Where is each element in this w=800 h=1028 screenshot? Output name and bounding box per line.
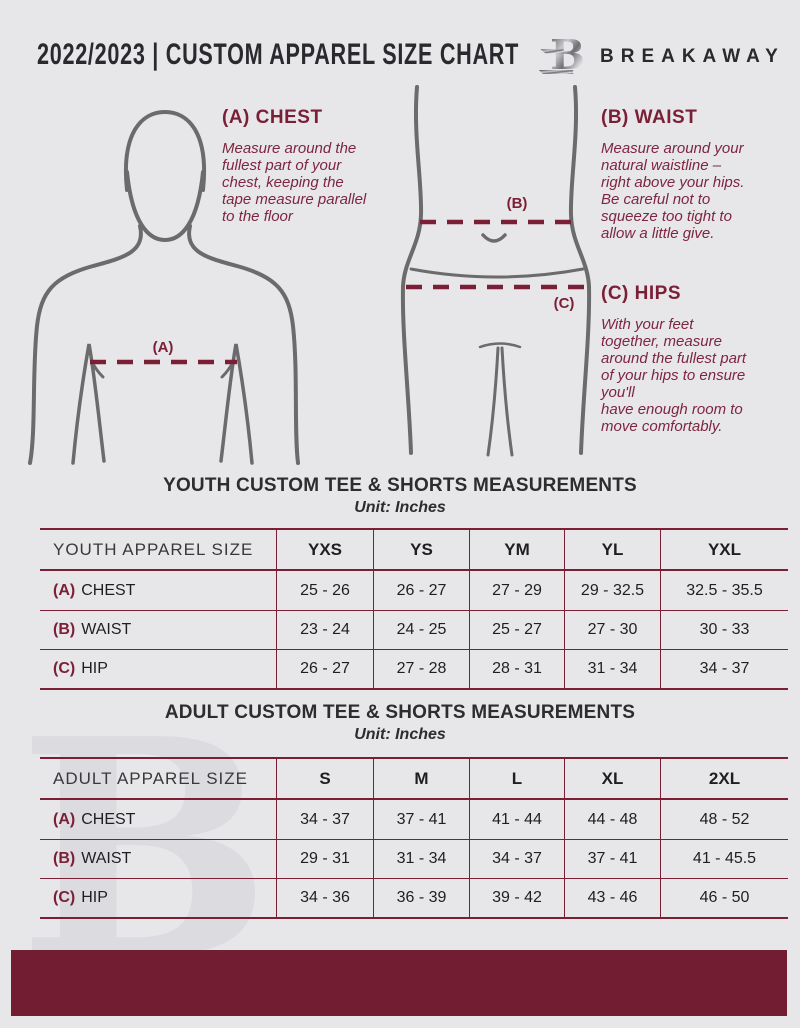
- row-name: CHEST: [81, 810, 136, 828]
- youth-chest-value: 26 - 27: [373, 571, 469, 610]
- youth-chest-value: 25 - 26: [276, 571, 373, 610]
- youth-table-title: YOUTH CUSTOM TEE & SHORTS MEASUREMENTS: [163, 475, 637, 496]
- chest-diagram-label: (A): [153, 339, 174, 356]
- chest-instruction-body: Measure around the fullest part of your …: [222, 140, 367, 225]
- row-prefix: (A): [53, 581, 76, 599]
- adult-waist-value: 34 - 37: [469, 839, 564, 878]
- youth-hip-value: 26 - 27: [276, 649, 373, 688]
- youth-waist-value: 27 - 30: [564, 610, 660, 649]
- row-name: HIP: [81, 889, 108, 906]
- youth-hip-value: 31 - 34: [564, 649, 660, 688]
- row-name: HIP: [81, 660, 108, 677]
- hips-instruction-body: With your feet together, measure around …: [601, 316, 747, 435]
- adult-size-header: ADULT APPAREL SIZE: [40, 759, 276, 800]
- adult-hip-value: 39 - 42: [469, 878, 564, 917]
- youth-hip-value: 27 - 28: [373, 649, 469, 688]
- row-prefix: (C): [53, 889, 76, 906]
- chest-instruction-block: (A) CHEST Measure around the fullest par…: [222, 107, 404, 225]
- row-prefix: (C): [53, 660, 76, 677]
- adult-size-table: ADULT APPAREL SIZE S M L XL 2XL (A) CHES…: [40, 757, 788, 919]
- row-name: WAIST: [81, 621, 132, 638]
- adult-waist-value: 41 - 45.5: [660, 839, 788, 878]
- adult-chest-value: 37 - 41: [373, 800, 469, 839]
- youth-column-header: YXL: [660, 530, 788, 571]
- page-title: 2022/2023 | CUSTOM APPAREL SIZE CHART: [37, 38, 520, 71]
- adult-chest-value: 41 - 44: [469, 800, 564, 839]
- body-outline: [400, 85, 592, 457]
- youth-waist-value: 23 - 24: [276, 610, 373, 649]
- adult-column-header: S: [276, 759, 373, 800]
- youth-waist-row-label: (B) WAIST: [40, 610, 276, 649]
- adult-chest-value: 34 - 37: [276, 800, 373, 839]
- waist-instruction-body: Measure around your natural waistline – …: [601, 140, 745, 242]
- youth-table-unit: Unit: Inches: [354, 499, 446, 516]
- youth-chest-value: 29 - 32.5: [564, 571, 660, 610]
- adult-hip-value: 36 - 39: [373, 878, 469, 917]
- row-name: CHEST: [81, 581, 136, 599]
- hips-diagram-label: (C): [554, 295, 575, 312]
- watermark-b: B: [18, 673, 272, 1026]
- adult-waist-row-label: (B) WAIST: [40, 839, 276, 878]
- youth-waist-value: 25 - 27: [469, 610, 564, 649]
- row-name: WAIST: [81, 850, 132, 867]
- youth-waist-value: 24 - 25: [373, 610, 469, 649]
- adult-column-header: L: [469, 759, 564, 800]
- waist-diagram-label: (B): [507, 195, 528, 212]
- breakaway-b-monogram-icon: B: [538, 30, 585, 79]
- waist-instruction-block: (B) WAIST Measure around your natural wa…: [601, 107, 796, 242]
- youth-hip-value: 28 - 31: [469, 649, 564, 688]
- youth-size-table: YOUTH APPAREL SIZE YXS YS YM YL YXL (A) …: [40, 528, 788, 690]
- youth-size-header: YOUTH APPAREL SIZE: [40, 530, 276, 571]
- hips-instruction-heading: (C) HIPS: [601, 283, 681, 304]
- adult-chest-row-label: (A) CHEST: [40, 800, 276, 839]
- adult-waist-value: 31 - 34: [373, 839, 469, 878]
- adult-table-title: ADULT CUSTOM TEE & SHORTS MEASUREMENTS: [164, 702, 636, 723]
- footer-bar: [11, 950, 787, 1016]
- adult-hip-value: 34 - 36: [276, 878, 373, 917]
- adult-waist-value: 29 - 31: [276, 839, 373, 878]
- adult-chest-value: 44 - 48: [564, 800, 660, 839]
- adult-chest-value: 48 - 52: [660, 800, 788, 839]
- youth-hip-row-label: (C) HIP: [40, 649, 276, 688]
- lower-body-diagram: (B) (C): [400, 85, 593, 457]
- upper-body-diagram: (A): [28, 109, 300, 465]
- youth-waist-value: 30 - 33: [660, 610, 788, 649]
- youth-chest-row-label: (A) CHEST: [40, 571, 276, 610]
- adult-hip-row-label: (C) HIP: [40, 878, 276, 917]
- chest-instruction-heading: (A) CHEST: [222, 107, 323, 128]
- adult-column-header: M: [373, 759, 469, 800]
- brand-name: BREAKAWAY: [600, 46, 785, 67]
- row-prefix: (B): [53, 850, 76, 867]
- youth-hip-value: 34 - 37: [660, 649, 788, 688]
- adult-table-unit: Unit: Inches: [354, 726, 446, 743]
- youth-chest-value: 27 - 29: [469, 571, 564, 610]
- youth-column-header: YXS: [276, 530, 373, 571]
- adult-hip-value: 43 - 46: [564, 878, 660, 917]
- row-prefix: (A): [53, 810, 76, 828]
- youth-column-header: YL: [564, 530, 660, 571]
- adult-waist-value: 37 - 41: [564, 839, 660, 878]
- youth-column-header: YS: [373, 530, 469, 571]
- youth-chest-value: 32.5 - 35.5: [660, 571, 788, 610]
- youth-column-header: YM: [469, 530, 564, 571]
- hips-instruction-block: (C) HIPS With your feet together, measur…: [601, 283, 796, 435]
- brand-logo: B BREAKAWAY: [538, 26, 785, 82]
- row-prefix: (B): [53, 621, 76, 638]
- adult-column-header: 2XL: [660, 759, 788, 800]
- waist-instruction-heading: (B) WAIST: [601, 107, 698, 128]
- adult-column-header: XL: [564, 759, 660, 800]
- adult-hip-value: 46 - 50: [660, 878, 788, 917]
